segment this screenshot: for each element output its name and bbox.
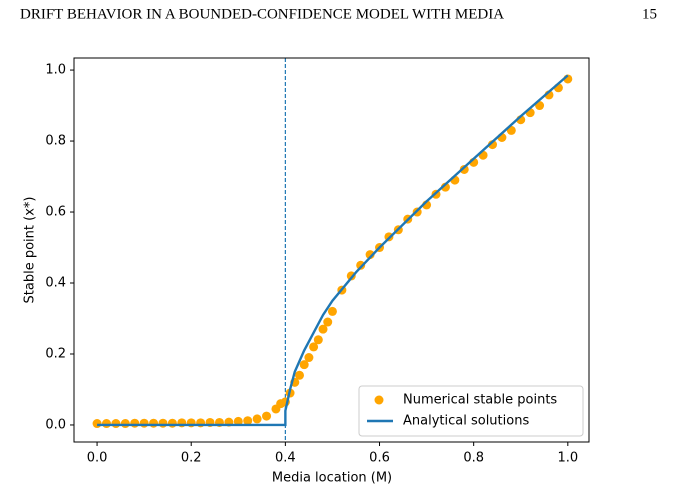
data-point — [139, 418, 149, 428]
y-tick-label: 0.0 — [45, 417, 66, 432]
data-point — [92, 419, 102, 429]
y-tick-label: 0.6 — [45, 205, 66, 220]
data-point — [120, 419, 130, 429]
x-tick-label: 0.6 — [369, 451, 390, 466]
legend-label: Numerical stable points — [403, 393, 557, 408]
x-tick-label: 0.8 — [463, 451, 484, 466]
data-point — [130, 418, 140, 428]
legend-marker — [374, 395, 384, 405]
data-point — [327, 306, 337, 316]
data-point — [158, 418, 168, 428]
running-head: DRIFT BEHAVIOR IN A BOUNDED-CONFIDENCE M… — [20, 6, 504, 22]
data-point — [111, 419, 121, 429]
legend-label: Analytical solutions — [403, 414, 529, 429]
data-line — [97, 74, 569, 427]
x-tick-label: 0.4 — [275, 451, 296, 466]
data-point — [299, 360, 309, 370]
data-point — [149, 418, 159, 428]
y-axis-label: Stable point (x*) — [23, 197, 38, 304]
y-tick-label: 0.8 — [45, 134, 66, 149]
data-point — [243, 416, 253, 426]
plot-frame — [73, 57, 590, 443]
data-point — [233, 416, 243, 426]
data-point — [252, 414, 262, 424]
y-tick-label: 1.0 — [45, 63, 66, 78]
page-number: 15 — [642, 6, 657, 22]
data-point — [356, 260, 366, 270]
data-point — [309, 342, 319, 352]
x-tick-label: 0.2 — [181, 451, 202, 466]
data-point — [459, 164, 469, 174]
y-tick-label: 0.4 — [45, 276, 66, 291]
data-point — [365, 250, 375, 260]
data-point — [167, 418, 177, 428]
data-point — [313, 335, 323, 345]
data-point — [262, 411, 272, 421]
y-tick-label: 0.2 — [45, 346, 66, 361]
x-tick-label: 1.0 — [557, 451, 578, 466]
legend-box — [358, 385, 584, 437]
x-tick-label: 0.0 — [87, 451, 108, 466]
data-point — [318, 324, 328, 334]
data-point — [294, 370, 304, 380]
data-point — [304, 353, 314, 363]
data-point — [323, 317, 333, 327]
x-axis-label: Media location (M) — [272, 471, 392, 486]
data-point — [101, 419, 111, 429]
